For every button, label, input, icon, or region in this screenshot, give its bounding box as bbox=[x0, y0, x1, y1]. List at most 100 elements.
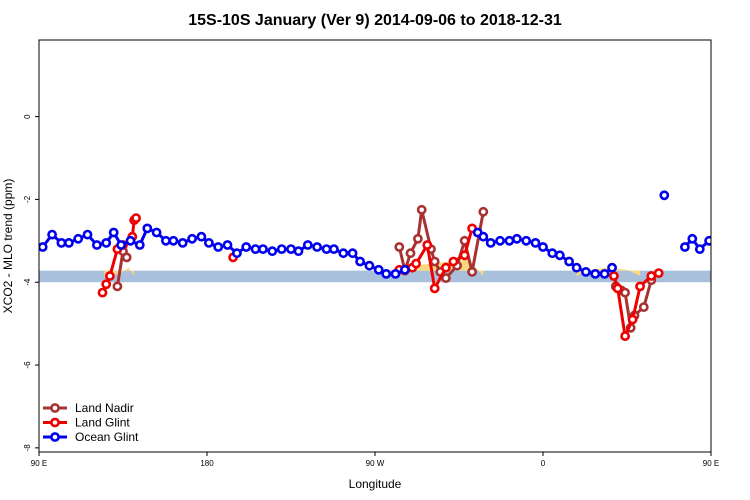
chart-title: 15S-10S January (Ver 9) 2014-09-06 to 20… bbox=[188, 12, 562, 29]
ocean-glint-point bbox=[694, 244, 705, 254]
land-glint-point bbox=[620, 331, 630, 341]
y-tick-label: 0 bbox=[23, 114, 32, 119]
land-glint-point bbox=[609, 271, 619, 281]
legend-swatch-marker-land-nadir bbox=[50, 403, 60, 413]
ocean-glint-point bbox=[125, 235, 136, 246]
legend-label-land-glint: Land Glint bbox=[75, 416, 130, 430]
land-nadir-point bbox=[638, 302, 649, 312]
x-axis-title: Longitude bbox=[349, 477, 402, 491]
ocean-glint-point bbox=[258, 244, 268, 254]
land-glint-point bbox=[429, 283, 440, 294]
ocean-glint-point bbox=[73, 233, 84, 244]
ocean-glint-point bbox=[160, 235, 171, 246]
legend-label-ocean-glint: Ocean Glint bbox=[75, 430, 139, 444]
ocean-glint-point bbox=[47, 229, 57, 240]
land-glint-point bbox=[612, 283, 623, 294]
ocean-glint-point bbox=[302, 240, 313, 250]
land-glint-point bbox=[635, 281, 645, 292]
ocean-glint-point bbox=[485, 237, 496, 248]
ocean-glint-point bbox=[659, 190, 670, 201]
land-region-2 bbox=[576, 267, 641, 276]
land-glint-point bbox=[440, 262, 451, 273]
x-tick-label: 90 E bbox=[31, 459, 47, 468]
ocean-glint-point bbox=[276, 244, 287, 254]
ocean-glint-point bbox=[599, 268, 610, 279]
ocean-glint-point bbox=[564, 256, 574, 267]
ocean-glint-point bbox=[373, 264, 384, 275]
ocean-glint-point bbox=[134, 240, 145, 250]
ocean-glint-point bbox=[399, 264, 410, 275]
land-nadir-point bbox=[121, 252, 132, 263]
land-glint-point bbox=[459, 250, 470, 261]
ocean-glint-point bbox=[56, 237, 67, 248]
land-glint-point bbox=[105, 271, 115, 281]
ocean-glint-point bbox=[554, 250, 565, 261]
land-glint-point bbox=[101, 279, 112, 290]
land-nadir-point bbox=[394, 242, 405, 252]
legend-swatch-marker-land-glint bbox=[50, 417, 60, 428]
x-tick-label: 180 bbox=[200, 459, 214, 468]
ocean-glint-point bbox=[116, 240, 126, 250]
ocean-glint-point bbox=[39, 242, 48, 252]
ocean-glint-point bbox=[704, 235, 711, 246]
plot-area bbox=[39, 190, 711, 342]
land-nadir-point bbox=[112, 281, 123, 292]
ocean-glint-point bbox=[338, 248, 349, 259]
ocean-glint-point bbox=[504, 235, 515, 246]
x-tick-label: 90 E bbox=[703, 459, 719, 468]
ocean-glint-point bbox=[581, 266, 591, 277]
ocean-glint-point bbox=[203, 237, 214, 248]
y-axis-title: XCO2 - MLO trend (ppm) bbox=[1, 179, 15, 314]
ocean-glint-point bbox=[151, 227, 162, 238]
ocean-glint-point bbox=[390, 268, 401, 279]
ocean-glint-point bbox=[607, 262, 617, 273]
land-nadir-point bbox=[440, 273, 451, 283]
ocean-glint-point bbox=[177, 237, 188, 248]
land-glint-point bbox=[448, 256, 459, 267]
y-tick-label: -4 bbox=[23, 278, 32, 286]
ocean-glint-point bbox=[241, 242, 252, 252]
y-tick-label: -2 bbox=[23, 195, 32, 203]
ocean-glint-point bbox=[196, 231, 207, 242]
land-glint-point bbox=[97, 287, 108, 298]
x-tick-label: 90 W bbox=[366, 459, 385, 468]
ocean-glint-point bbox=[82, 229, 93, 240]
ocean-glint-point bbox=[495, 235, 505, 246]
ocean-glint-point bbox=[538, 242, 548, 252]
ocean-glint-point bbox=[687, 233, 698, 244]
land-nadir-point bbox=[478, 206, 489, 217]
land-nadir-point bbox=[405, 248, 416, 259]
ocean-glint-point bbox=[250, 244, 261, 254]
ocean-glint-point bbox=[101, 237, 112, 248]
ocean-glint-point bbox=[267, 246, 278, 257]
ocean-glint-point bbox=[222, 240, 233, 250]
x-tick-label: 0 bbox=[541, 459, 546, 468]
land-nadir-point bbox=[416, 204, 427, 215]
ocean-glint-point bbox=[142, 223, 153, 234]
ocean-glint-point bbox=[168, 235, 179, 246]
ocean-glint-point bbox=[347, 248, 358, 259]
land-glint-point bbox=[422, 240, 433, 250]
ocean-glint-point bbox=[231, 248, 242, 259]
land-nadir-point bbox=[467, 266, 477, 277]
ocean-glint-point bbox=[590, 268, 601, 279]
ocean-glint-point bbox=[92, 240, 102, 250]
ocean-glint-point bbox=[478, 231, 489, 242]
ocean-glint-point bbox=[680, 242, 690, 252]
legend-label-land-nadir: Land Nadir bbox=[75, 401, 134, 415]
ocean-glint-point bbox=[381, 268, 392, 279]
ocean-glint-point bbox=[530, 237, 541, 248]
ocean-glint-point bbox=[512, 233, 522, 244]
ocean-glint-point bbox=[547, 248, 558, 259]
ocean-glint-point bbox=[355, 256, 365, 267]
land-glint-point bbox=[627, 314, 638, 325]
axes: 90 E 180 90 W 0 90 E 0 -2 -4 -6 -8 bbox=[23, 114, 719, 468]
land-glint-point bbox=[653, 268, 664, 278]
ocean-glint-point bbox=[328, 244, 339, 254]
ocean-glint-point bbox=[286, 244, 296, 254]
ocean-glint-point bbox=[108, 227, 119, 238]
land-nadir-point bbox=[429, 256, 440, 267]
ocean-glint-point bbox=[521, 235, 532, 246]
